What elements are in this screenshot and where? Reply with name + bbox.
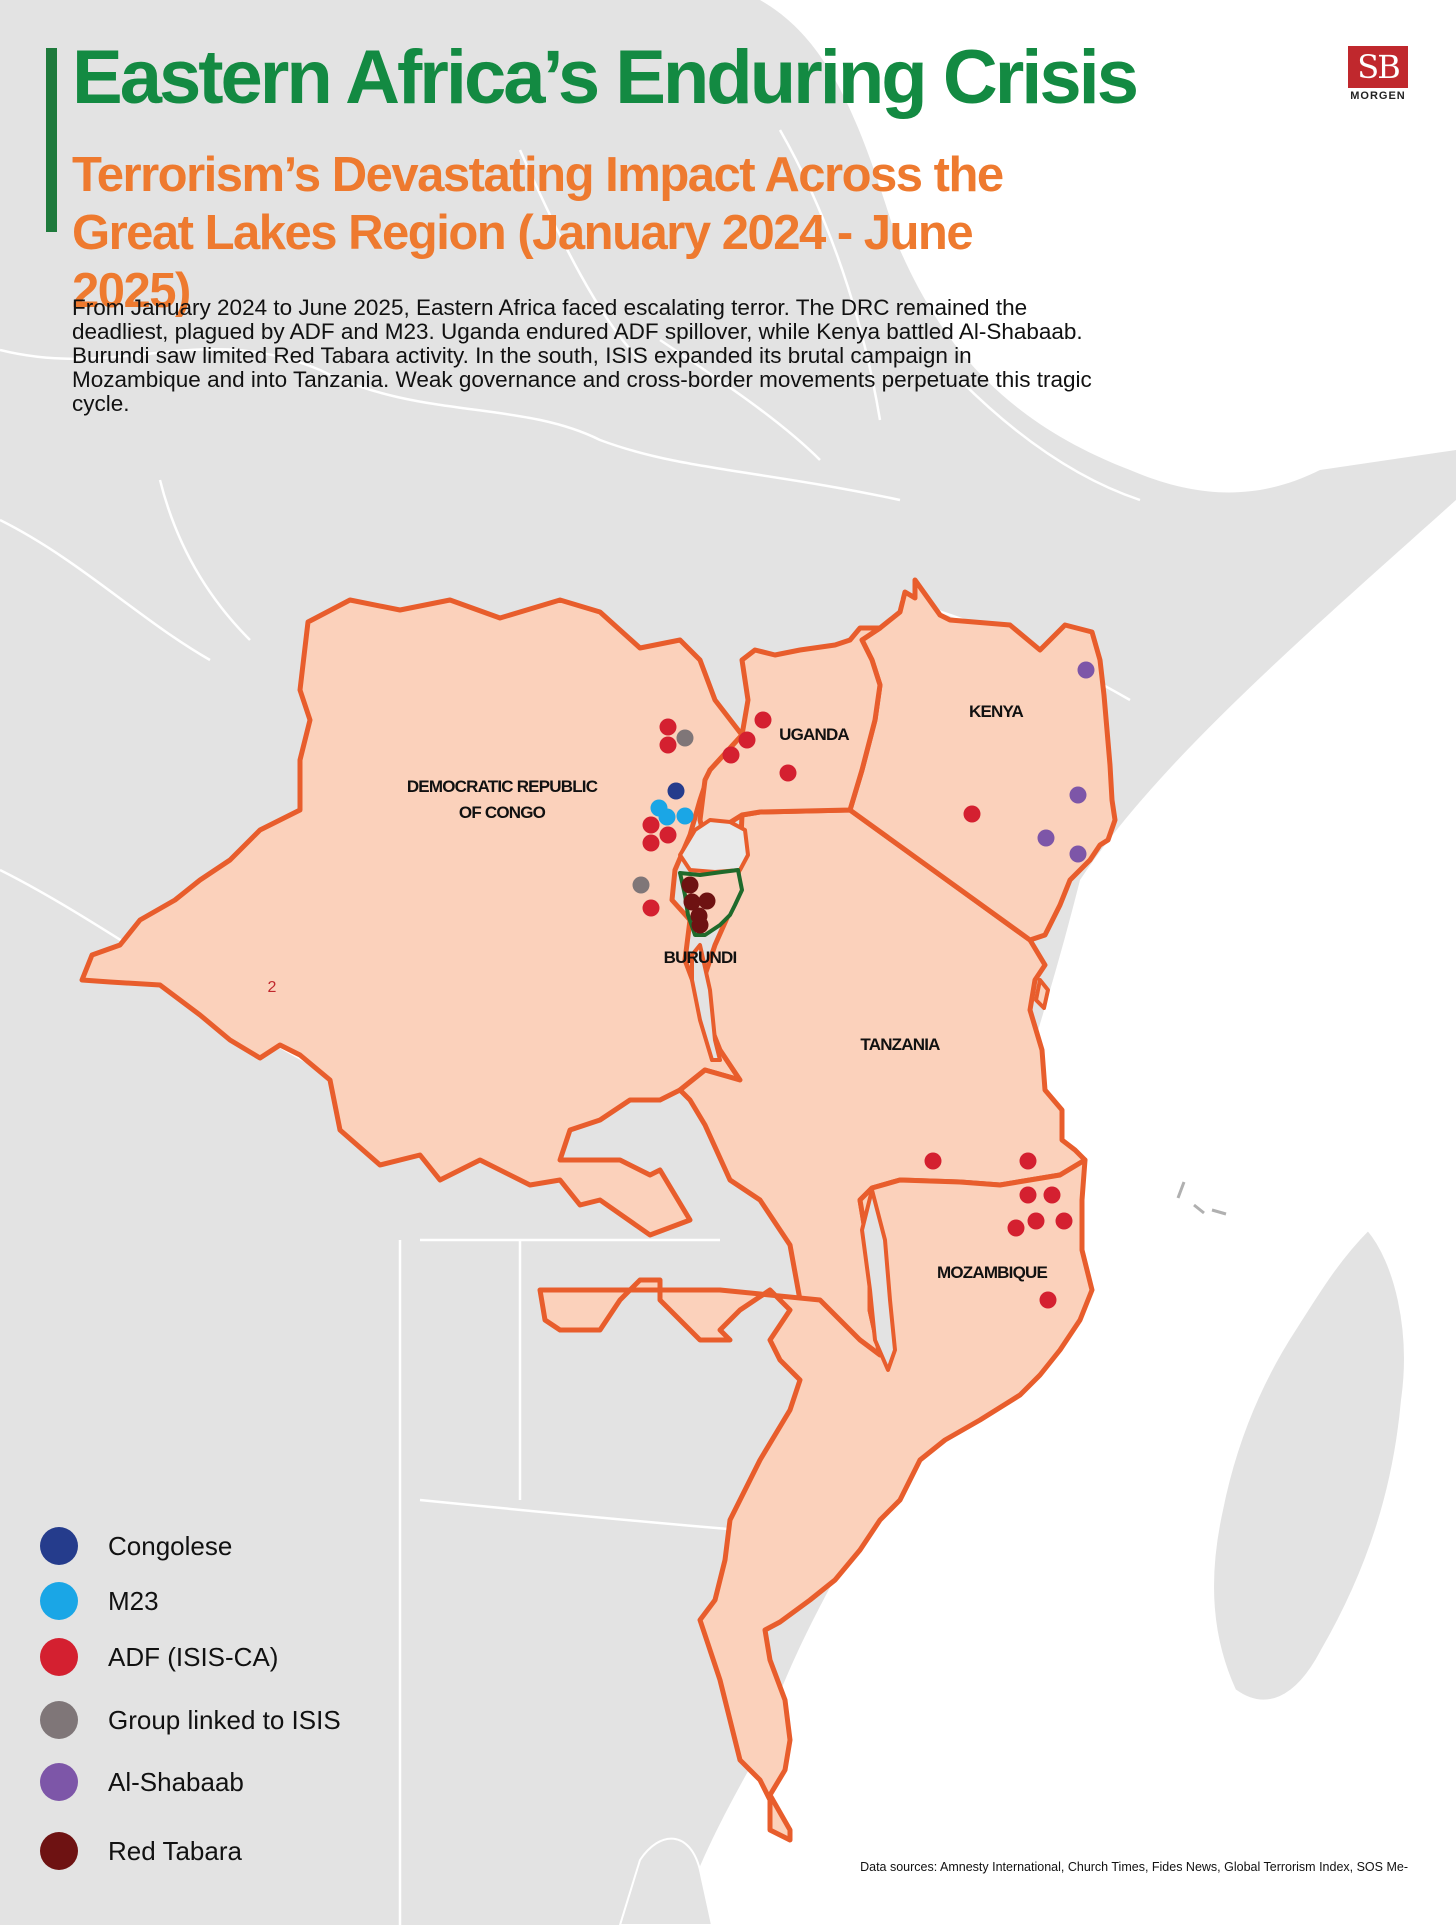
incident-dot-adf bbox=[779, 764, 797, 782]
incident-dot-adf bbox=[642, 816, 660, 834]
highlighted-countries bbox=[79, 577, 1118, 1843]
incident-dot-adf bbox=[754, 711, 772, 729]
burundi-label: BURUNDI bbox=[664, 948, 737, 967]
legend-dot-congolese bbox=[40, 1527, 78, 1565]
mozambique-label: MOZAMBIQUE bbox=[937, 1263, 1048, 1282]
country-borders bbox=[0, 129, 1141, 1925]
legend-item-adf: ADF (ISIS-CA) bbox=[40, 1637, 278, 1677]
incident-dot-adf bbox=[722, 746, 740, 764]
map-marker-label: 2 bbox=[268, 979, 277, 996]
incident-dot-adf bbox=[659, 718, 677, 736]
mozambique-shape bbox=[537, 1157, 1095, 1843]
incident-dot-al-shabaab bbox=[1069, 786, 1087, 804]
legend-item-isis-linked: Group linked to ISIS bbox=[40, 1700, 341, 1740]
zanzibar bbox=[1034, 978, 1050, 1010]
uganda-label: UGANDA bbox=[779, 725, 849, 744]
incident-dot-red-tabara bbox=[681, 876, 699, 894]
legend-dot-m23 bbox=[40, 1582, 78, 1620]
country-labels: DEMOCRATIC REPUBLIC OF CONGO UGANDA KENY… bbox=[268, 702, 1049, 1282]
legend-label-m23: M23 bbox=[108, 1585, 159, 1616]
publisher-logo: SB MORGEN bbox=[1348, 46, 1408, 104]
logo-mark: SB bbox=[1348, 46, 1408, 88]
title-accent-bar bbox=[46, 48, 57, 232]
incident-dot-isis-linked bbox=[632, 876, 650, 894]
rwanda-shape bbox=[678, 818, 750, 874]
legend-label-al-shabaab: Al-Shabaab bbox=[108, 1766, 244, 1797]
incident-dot-adf bbox=[1027, 1212, 1045, 1230]
page-subtitle: Terrorism’s Devastating Impact Across th… bbox=[72, 148, 1004, 318]
incident-dot-m23 bbox=[676, 807, 694, 825]
legend-item-m23: M23 bbox=[40, 1581, 159, 1621]
incident-dot-red-tabara bbox=[698, 892, 716, 910]
legend-dot-isis-linked bbox=[40, 1701, 78, 1739]
drc-label: DEMOCRATIC REPUBLIC bbox=[407, 777, 598, 796]
legend-label-isis-linked: Group linked to ISIS bbox=[108, 1704, 341, 1735]
incident-dot-congolese bbox=[667, 782, 685, 800]
madagascar bbox=[1212, 1228, 1406, 1702]
lake-malawi bbox=[860, 1188, 897, 1372]
incident-dot-adf bbox=[1039, 1291, 1057, 1309]
legend-label-red-tabara: Red Tabara bbox=[108, 1835, 242, 1866]
intro-paragraph: From January 2024 to June 2025, Eastern … bbox=[72, 295, 1092, 416]
legend-label-adf: ADF (ISIS-CA) bbox=[108, 1641, 279, 1672]
legend-dot-al-shabaab bbox=[40, 1763, 78, 1801]
incident-dot-adf bbox=[642, 834, 660, 852]
incident-dot-adf bbox=[1019, 1152, 1037, 1170]
incident-dot-al-shabaab bbox=[1069, 845, 1087, 863]
incident-dot-adf bbox=[924, 1152, 942, 1170]
drc-shape bbox=[79, 597, 745, 1238]
drc-label-line2: OF CONGO bbox=[459, 803, 546, 822]
data-sources-note: Data sources: Amnesty International, Chu… bbox=[860, 1860, 1408, 1874]
legend-dot-red-tabara bbox=[40, 1832, 78, 1870]
incident-dots bbox=[632, 661, 1095, 1309]
incident-dot-adf bbox=[1007, 1219, 1025, 1237]
tanzania-label: TANZANIA bbox=[860, 1035, 940, 1054]
kenya-label: KENYA bbox=[969, 702, 1023, 721]
incident-dot-adf bbox=[659, 826, 677, 844]
legend-dot-adf bbox=[40, 1638, 78, 1676]
incident-dot-al-shabaab bbox=[1077, 661, 1095, 679]
incident-dot-adf bbox=[963, 805, 981, 823]
incident-dot-adf bbox=[642, 899, 660, 917]
incident-dot-red-tabara bbox=[683, 893, 701, 911]
comoros bbox=[1176, 1181, 1227, 1216]
southern-coast bbox=[618, 1837, 714, 1925]
incident-dot-red-tabara bbox=[691, 916, 709, 934]
incident-dot-adf bbox=[1019, 1186, 1037, 1204]
legend-label-congolese: Congolese bbox=[108, 1530, 233, 1561]
lake-tanganyika bbox=[690, 943, 722, 1062]
incident-dot-al-shabaab bbox=[1037, 829, 1055, 847]
legend-item-congolese: Congolese bbox=[40, 1526, 232, 1566]
incident-dot-adf bbox=[738, 731, 756, 749]
legend-item-red-tabara: Red Tabara bbox=[40, 1831, 242, 1871]
incident-dot-adf bbox=[1043, 1186, 1061, 1204]
incident-dot-adf bbox=[1055, 1212, 1073, 1230]
incident-dot-adf bbox=[659, 736, 677, 754]
logo-text: MORGEN bbox=[1350, 90, 1406, 102]
legend-item-al-shabaab: Al-Shabaab bbox=[40, 1762, 244, 1802]
page-title: Eastern Africa’s Enduring Crisis bbox=[72, 35, 1139, 120]
incident-dot-isis-linked bbox=[676, 729, 694, 747]
incident-dot-m23 bbox=[658, 808, 676, 826]
